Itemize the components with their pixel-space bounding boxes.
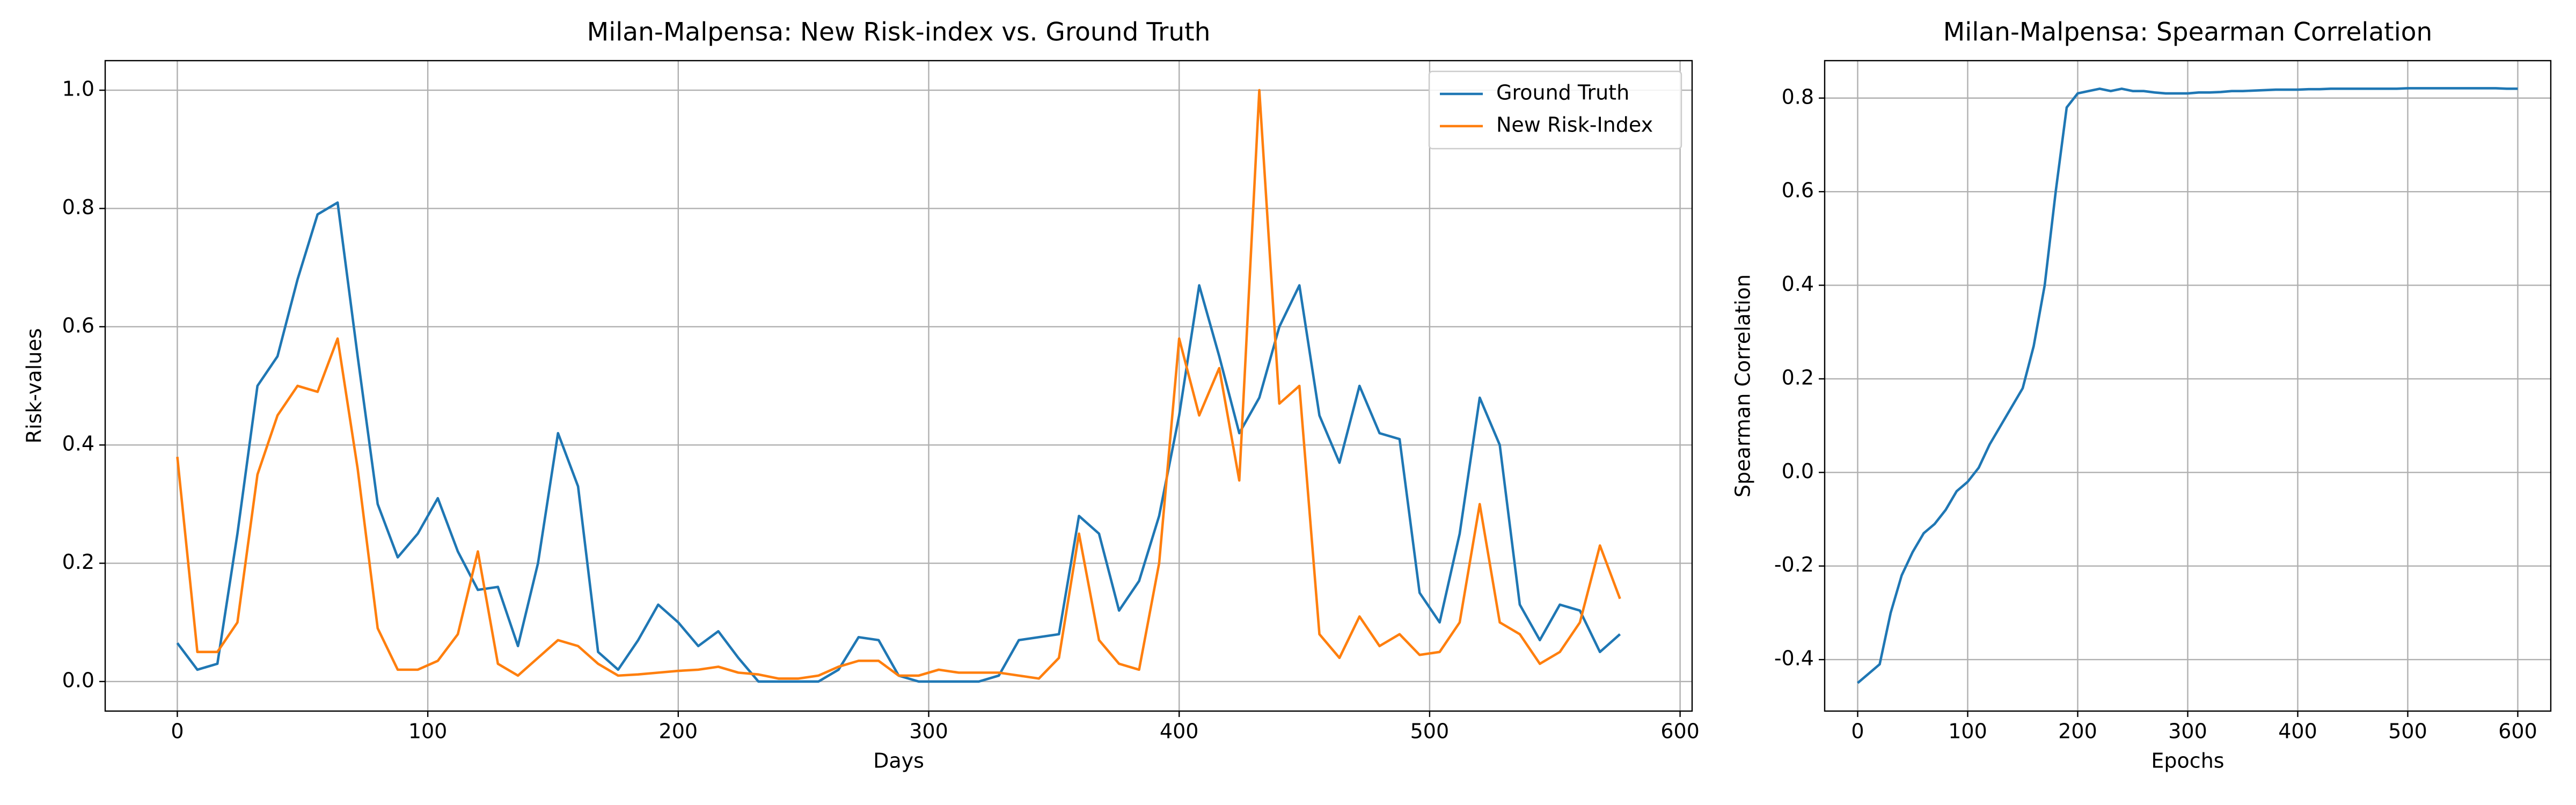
y-tick-label: 0.4	[1782, 272, 1814, 296]
y-axis-label: Risk-values	[23, 328, 46, 443]
axes-frame	[104, 60, 1693, 712]
legend-label: Ground Truth	[1496, 81, 1629, 105]
data-line	[176, 89, 1621, 680]
x-tick-label: 300	[2168, 720, 2207, 743]
data-line	[176, 201, 1621, 683]
y-tick-label: 0.8	[62, 195, 94, 219]
legend-label: New Risk-Index	[1496, 113, 1653, 137]
y-tick-label: 0.0	[62, 668, 94, 692]
y-tick-label: 1.0	[62, 77, 94, 101]
chart-title: Milan-Malpensa: Spearman Correlation	[1943, 18, 2433, 47]
x-tick-label: 400	[1160, 720, 1199, 743]
x-tick-label: 600	[2498, 720, 2537, 743]
y-axis-label: Spearman Correlation	[1731, 274, 1755, 497]
y-tick-label: 0.6	[1782, 179, 1814, 202]
axes-frame	[1824, 60, 2552, 712]
x-tick-label: 0	[1851, 720, 1864, 743]
x-tick-label: 500	[1410, 720, 1450, 743]
y-tick-label: 0.0	[1782, 459, 1814, 483]
x-tick-label: 200	[659, 720, 698, 743]
x-axis-label: Days	[873, 749, 924, 773]
legend-box	[1428, 70, 1682, 150]
y-tick-label: -0.4	[1774, 647, 1814, 670]
y-tick-label: 0.8	[1782, 85, 1814, 108]
data-line	[1857, 87, 2518, 684]
y-tick-label: 0.6	[62, 313, 94, 337]
x-tick-label: 100	[1948, 720, 1987, 743]
x-axis-label: Epochs	[2151, 749, 2224, 773]
y-tick-label: 0.2	[62, 550, 94, 574]
x-tick-label: 0	[171, 720, 184, 743]
y-tick-label: 0.2	[1782, 365, 1814, 389]
x-tick-label: 400	[2278, 720, 2317, 743]
x-tick-label: 100	[408, 720, 448, 743]
x-tick-label: 200	[2058, 720, 2097, 743]
y-tick-label: -0.2	[1774, 553, 1814, 576]
x-tick-label: 300	[909, 720, 948, 743]
x-tick-label: 600	[1660, 720, 1700, 743]
x-tick-label: 500	[2388, 720, 2427, 743]
y-tick-label: 0.4	[62, 432, 94, 456]
chart-title: Milan-Malpensa: New Risk-index vs. Groun…	[587, 18, 1211, 47]
